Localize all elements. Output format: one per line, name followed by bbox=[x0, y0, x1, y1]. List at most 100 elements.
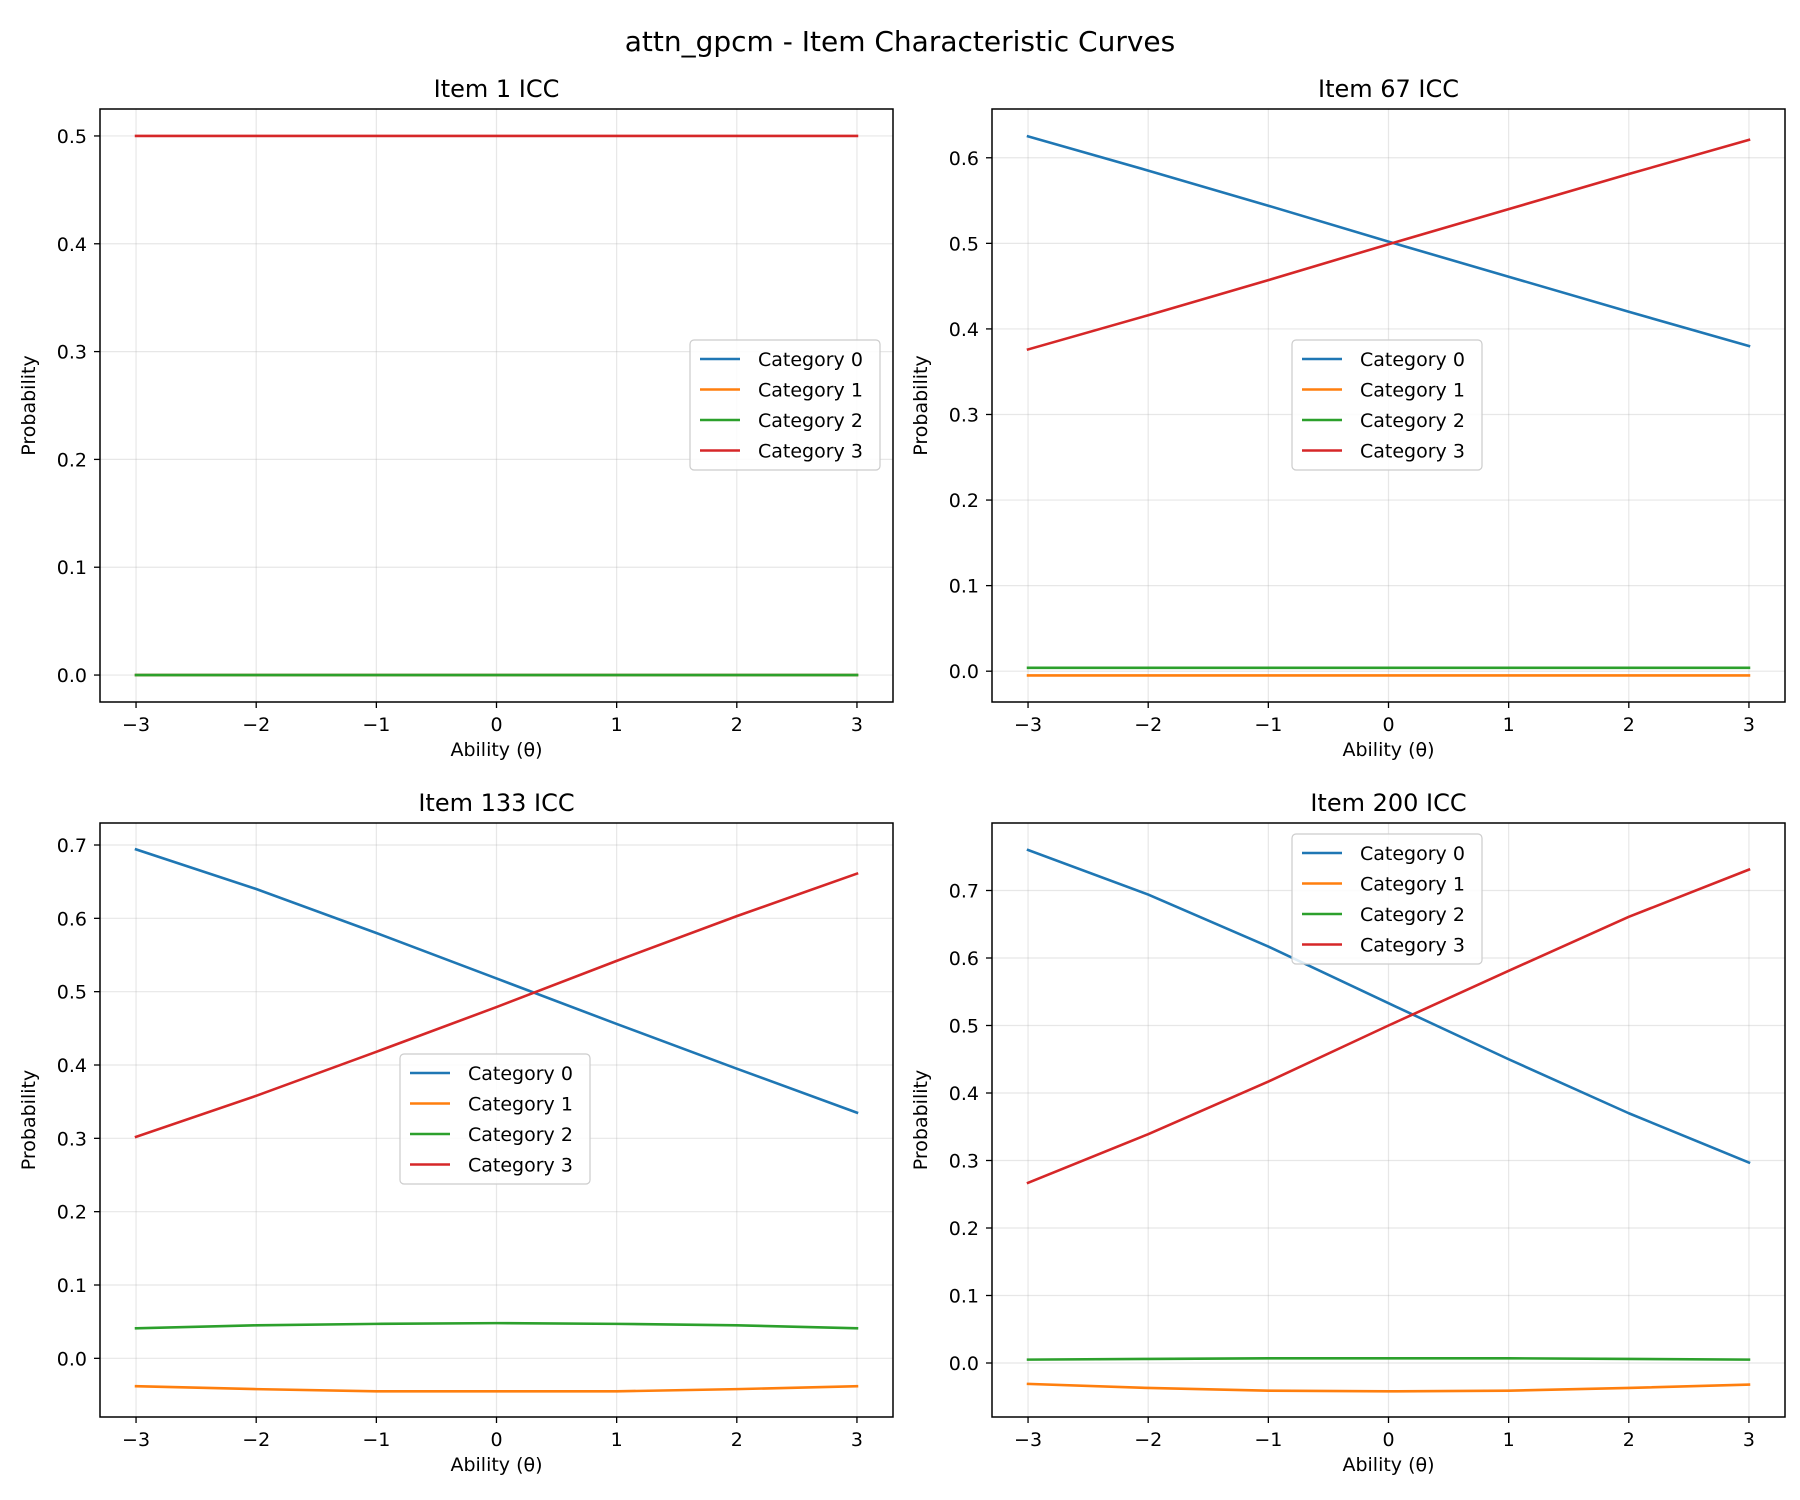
y-axis-label: Probability bbox=[18, 1070, 40, 1170]
legend-label: Category 1 bbox=[758, 380, 863, 402]
series-line-category-3 bbox=[1026, 138, 1751, 352]
legend-box bbox=[399, 1053, 591, 1185]
x-tick-label: 0 bbox=[490, 1429, 502, 1451]
x-tick-label: 2 bbox=[1623, 1429, 1635, 1451]
y-tick-label: 0.5 bbox=[949, 233, 979, 255]
series-line-category-0 bbox=[134, 847, 859, 1115]
y-tick-label: 0.4 bbox=[57, 234, 87, 256]
legend-label: Category 0 bbox=[1360, 843, 1465, 865]
x-axis-label: Ability (θ) bbox=[450, 1454, 542, 1476]
x-tick-label: 3 bbox=[1743, 714, 1755, 736]
series-line-category-3 bbox=[134, 871, 859, 1139]
y-tick-label: 0.5 bbox=[57, 126, 87, 148]
x-tick-label: −2 bbox=[242, 1429, 270, 1451]
x-tick-label: 0 bbox=[1382, 714, 1394, 736]
x-tick-label: 3 bbox=[1743, 1429, 1755, 1451]
y-tick-label: 0.5 bbox=[57, 982, 87, 1004]
series-line-category-2 bbox=[1026, 1356, 1751, 1361]
y-tick-label: 0.7 bbox=[949, 881, 979, 903]
y-tick-label: 0.7 bbox=[57, 835, 87, 857]
x-tick-label: −3 bbox=[122, 714, 150, 736]
y-axis-label: Probability bbox=[910, 355, 932, 455]
x-tick-label: −1 bbox=[362, 1429, 390, 1451]
panel-title: Item 1 ICC bbox=[434, 75, 560, 103]
y-tick-label: 0.3 bbox=[949, 404, 979, 426]
panel-title: Item 200 ICC bbox=[1310, 789, 1466, 817]
legend-label: Category 1 bbox=[1360, 380, 1465, 402]
x-tick-label: −3 bbox=[122, 1429, 150, 1451]
series-line-category-2 bbox=[134, 1321, 859, 1330]
y-tick-label: 0.2 bbox=[57, 1202, 87, 1224]
y-tick-label: 0.5 bbox=[949, 1016, 979, 1038]
y-tick-label: 0.3 bbox=[57, 1128, 87, 1150]
x-tick-label: 1 bbox=[611, 714, 623, 736]
y-tick-label: 0.0 bbox=[57, 1348, 87, 1370]
legend-label: Category 3 bbox=[758, 441, 863, 463]
panel-3: −3 −2 −1 0 1 2 3 0.0 0.1 0.2 0.3 0.4 0.5 0.6 0.7 Item 1… bbox=[18, 789, 894, 1476]
y-axis-label: Probability bbox=[910, 1070, 932, 1170]
series-line-category-0 bbox=[1026, 134, 1751, 348]
legend-box bbox=[1291, 339, 1483, 471]
y-tick-label: 0.4 bbox=[949, 319, 979, 341]
x-tick-label: 2 bbox=[1623, 714, 1635, 736]
panel-4: −3 −2 −1 0 1 2 3 0.0 0.1 0.2 0.3 0.4 0.5 0.6 0.7 Item 2… bbox=[910, 789, 1786, 1476]
legend-box bbox=[689, 339, 881, 471]
x-tick-label: 2 bbox=[731, 714, 743, 736]
y-tick-label: 0.1 bbox=[57, 557, 87, 579]
y-tick-label: 0.2 bbox=[949, 1218, 979, 1240]
y-tick-label: 0.3 bbox=[949, 1151, 979, 1173]
legend-label: Category 3 bbox=[468, 1155, 573, 1177]
x-tick-label: 2 bbox=[731, 1429, 743, 1451]
series-line-category-0 bbox=[1026, 848, 1751, 1165]
x-tick-label: 1 bbox=[611, 1429, 623, 1451]
x-tick-label: 1 bbox=[1503, 714, 1515, 736]
panel-title: Item 67 ICC bbox=[1318, 75, 1459, 103]
legend-label: Category 1 bbox=[468, 1094, 573, 1116]
legend-label: Category 2 bbox=[1360, 410, 1465, 432]
y-tick-label: 0.2 bbox=[57, 449, 87, 471]
legend-box bbox=[1291, 833, 1483, 965]
x-axis-label: Ability (θ) bbox=[1342, 1454, 1434, 1476]
legend-label: Category 0 bbox=[468, 1063, 573, 1085]
legend-label: Category 2 bbox=[1360, 904, 1465, 926]
series-line-category-1 bbox=[1026, 1382, 1751, 1393]
y-tick-label: 0.6 bbox=[949, 948, 979, 970]
x-tick-label: −3 bbox=[1014, 714, 1042, 736]
panel-1: −3 −2 −1 0 1 2 3 0.0 0.1 0.2 0.3 0.4 0.5 Item 1 ICC Ab… bbox=[18, 75, 894, 761]
x-tick-label: 0 bbox=[1382, 1429, 1394, 1451]
x-tick-label: −2 bbox=[242, 714, 270, 736]
x-tick-label: −1 bbox=[1254, 714, 1282, 736]
y-tick-label: 0.1 bbox=[949, 1286, 979, 1308]
legend-label: Category 3 bbox=[1360, 441, 1465, 463]
y-tick-label: 0.0 bbox=[949, 661, 979, 683]
legend-label: Category 2 bbox=[758, 410, 863, 432]
legend-label: Category 3 bbox=[1360, 935, 1465, 957]
legend-label: Category 2 bbox=[468, 1124, 573, 1146]
y-axis-label: Probability bbox=[18, 355, 40, 455]
y-tick-label: 0.3 bbox=[57, 342, 87, 364]
legend-label: Category 1 bbox=[1360, 874, 1465, 896]
x-tick-label: −2 bbox=[1134, 1429, 1162, 1451]
legend: Category 0 Category 1 Category 2 Category 3 bbox=[689, 339, 881, 471]
legend: Category 0 Category 1 Category 2 Category 3 bbox=[1291, 833, 1483, 965]
y-tick-label: 0.1 bbox=[949, 576, 979, 598]
x-tick-label: 3 bbox=[851, 1429, 863, 1451]
x-tick-label: −1 bbox=[1254, 1429, 1282, 1451]
legend: Category 0 Category 1 Category 2 Category 3 bbox=[399, 1053, 591, 1185]
y-tick-label: 0.4 bbox=[57, 1055, 87, 1077]
x-tick-label: −3 bbox=[1014, 1429, 1042, 1451]
x-axis-label: Ability (θ) bbox=[450, 739, 542, 761]
y-tick-label: 0.6 bbox=[57, 908, 87, 930]
series-line-category-1 bbox=[134, 1384, 859, 1393]
legend: Category 0 Category 1 Category 2 Category 3 bbox=[1291, 339, 1483, 471]
y-tick-label: 0.1 bbox=[57, 1275, 87, 1297]
series-line-category-3 bbox=[1026, 867, 1751, 1185]
x-axis-label: Ability (θ) bbox=[1342, 739, 1434, 761]
legend-label: Category 0 bbox=[1360, 349, 1465, 371]
x-tick-label: 3 bbox=[851, 714, 863, 736]
y-tick-label: 0.4 bbox=[949, 1083, 979, 1105]
x-tick-label: 1 bbox=[1503, 1429, 1515, 1451]
y-tick-label: 0.0 bbox=[57, 665, 87, 687]
y-tick-label: 0.6 bbox=[949, 148, 979, 170]
